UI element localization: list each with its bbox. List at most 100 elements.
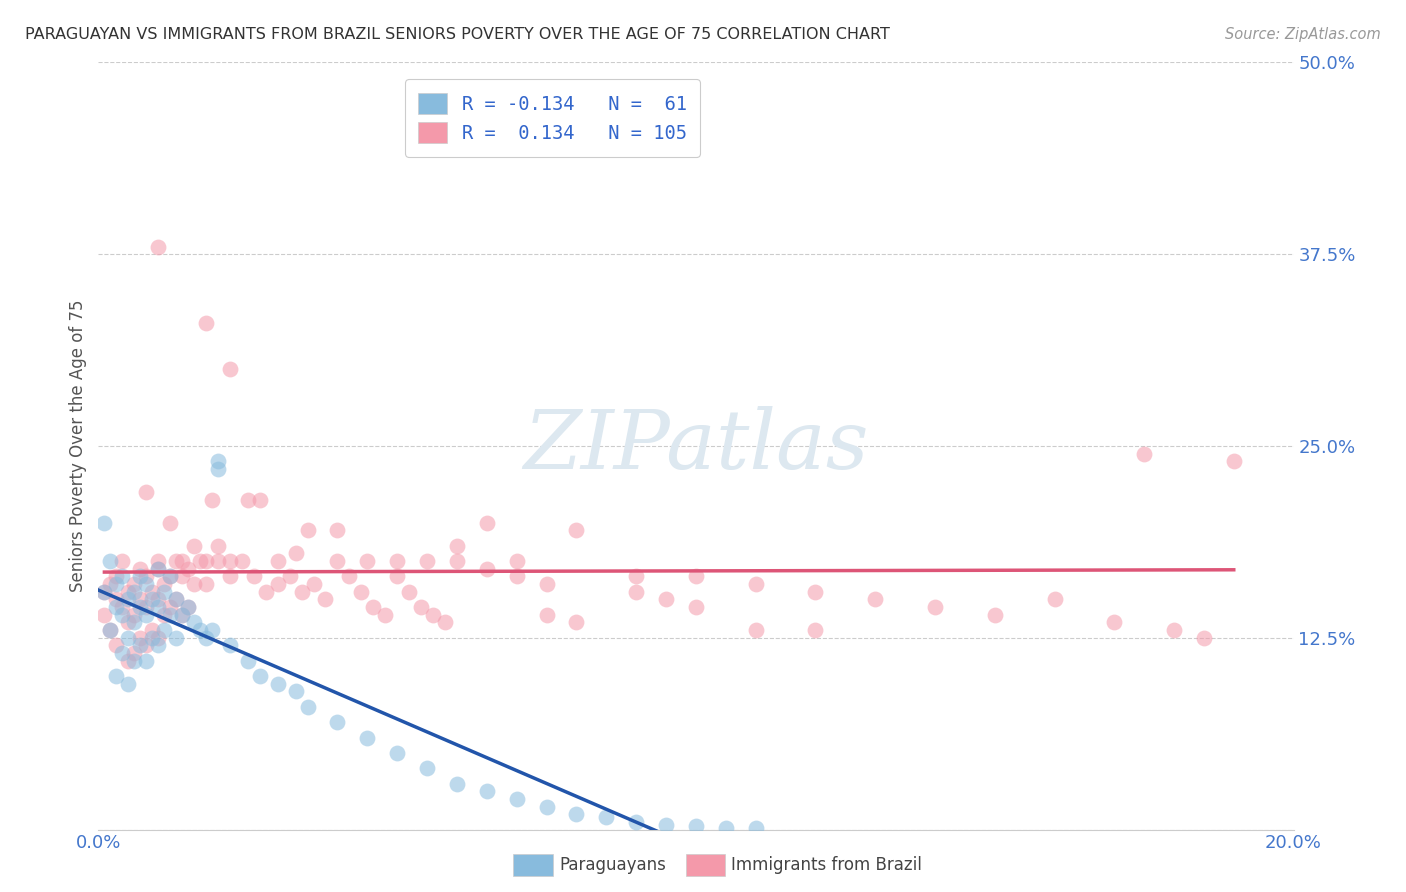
Point [626, 814, 648, 829]
Point [374, 607, 396, 622]
Point [207, 462, 229, 476]
Point [201, 623, 224, 637]
Point [159, 607, 181, 622]
Point [124, 607, 146, 622]
Point [924, 600, 946, 615]
Point [129, 600, 152, 615]
Point [219, 362, 242, 376]
Point [148, 639, 170, 653]
Point [506, 569, 529, 583]
Point [219, 569, 242, 583]
Point [315, 592, 337, 607]
Point [165, 592, 187, 607]
Point [231, 554, 253, 568]
Point [865, 592, 887, 607]
Point [135, 607, 157, 622]
Point [93, 584, 115, 599]
Point [124, 646, 146, 660]
Point [183, 539, 205, 553]
Text: Paraguayans: Paraguayans [560, 856, 666, 874]
Point [159, 600, 181, 615]
Point [105, 669, 128, 683]
Point [111, 600, 134, 615]
Point [111, 646, 134, 660]
Point [93, 584, 115, 599]
Point [339, 569, 361, 583]
Point [159, 569, 181, 583]
Point [475, 784, 498, 798]
Point [506, 792, 529, 806]
Point [446, 554, 468, 568]
Text: ZIPatlas: ZIPatlas [523, 406, 869, 486]
Point [201, 492, 224, 507]
Point [595, 140, 617, 154]
Point [297, 699, 319, 714]
Point [291, 584, 314, 599]
Point [177, 600, 200, 615]
Point [129, 569, 152, 583]
Point [117, 592, 139, 607]
Point [105, 592, 128, 607]
Point [172, 569, 194, 583]
Point [153, 577, 176, 591]
Point [565, 615, 588, 630]
Point [135, 639, 157, 653]
Point [685, 820, 707, 834]
Point [183, 615, 205, 630]
Point [117, 615, 139, 630]
Point [117, 584, 139, 599]
Point [363, 600, 385, 615]
Point [236, 654, 259, 668]
Point [141, 584, 163, 599]
Point [536, 607, 558, 622]
Point [685, 600, 707, 615]
Point [207, 539, 229, 553]
Point [141, 631, 163, 645]
Point [117, 631, 139, 645]
Point [326, 715, 349, 730]
Point [135, 569, 157, 583]
Point [141, 623, 163, 637]
Point [153, 607, 176, 622]
Point [135, 577, 157, 591]
Point [626, 584, 648, 599]
Point [714, 821, 737, 835]
Point [148, 592, 170, 607]
Point [385, 569, 409, 583]
Point [745, 577, 768, 591]
Point [129, 639, 152, 653]
Point [565, 524, 588, 538]
Point [434, 615, 457, 630]
Text: PARAGUAYAN VS IMMIGRANTS FROM BRAZIL SENIORS POVERTY OVER THE AGE OF 75 CORRELAT: PARAGUAYAN VS IMMIGRANTS FROM BRAZIL SEN… [25, 27, 890, 42]
Point [804, 623, 827, 637]
Point [249, 492, 271, 507]
Point [565, 807, 588, 822]
Point [655, 818, 678, 832]
Point [1043, 592, 1066, 607]
Point [105, 569, 128, 583]
Point [243, 569, 266, 583]
Point [129, 562, 152, 576]
Point [506, 554, 529, 568]
Point [416, 554, 439, 568]
Point [236, 492, 259, 507]
Point [177, 562, 200, 576]
Point [626, 569, 648, 583]
Y-axis label: Seniors Poverty Over the Age of 75: Seniors Poverty Over the Age of 75 [69, 300, 87, 592]
Point [195, 577, 218, 591]
Point [267, 677, 290, 691]
Point [267, 554, 290, 568]
Point [326, 554, 349, 568]
Point [219, 554, 242, 568]
Point [685, 569, 707, 583]
Point [135, 485, 157, 500]
Point [1192, 631, 1215, 645]
Point [148, 600, 170, 615]
Point [536, 577, 558, 591]
Point [188, 554, 211, 568]
Point [148, 239, 170, 253]
Point [326, 524, 349, 538]
Point [475, 516, 498, 530]
Point [153, 584, 176, 599]
Point [165, 631, 187, 645]
